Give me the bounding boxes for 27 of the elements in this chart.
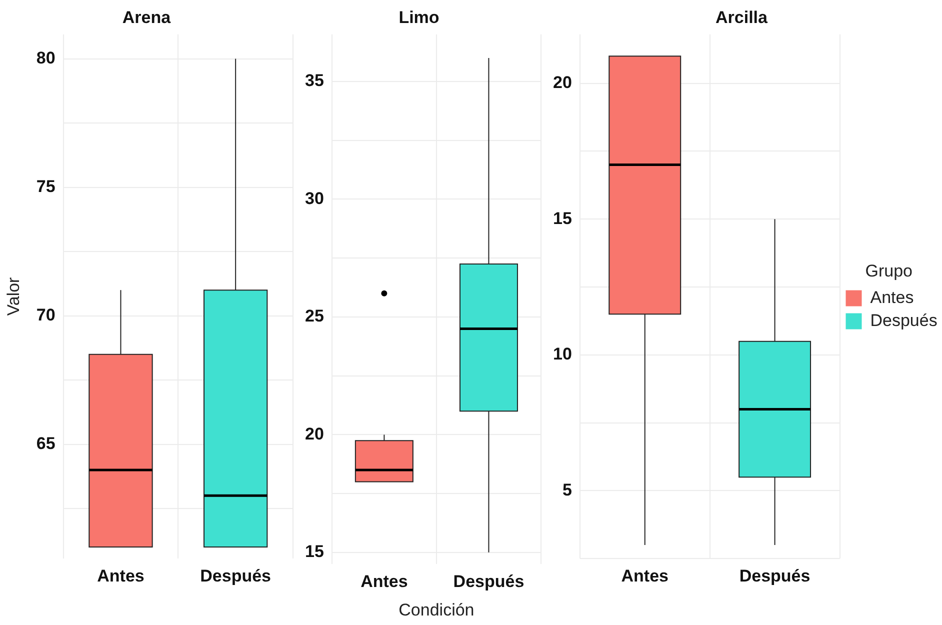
y-tick-label: 75 (36, 176, 56, 196)
legend-label: Antes (870, 288, 914, 307)
x-tick-label: Después (200, 566, 272, 586)
y-tick-label: 65 (36, 434, 56, 453)
legend-title: Grupo (865, 261, 912, 280)
x-axis-title: Condición (398, 600, 474, 620)
x-tick-label: Después (453, 572, 524, 592)
y-tick-label: 20 (552, 72, 572, 92)
y-tick-label: 15 (552, 208, 572, 228)
y-tick-label: 80 (36, 48, 56, 68)
y-tick-label: 70 (36, 305, 56, 324)
x-tick-label: Antes (97, 566, 144, 586)
y-tick-label: 30 (304, 188, 324, 208)
x-tick-label: Antes (621, 566, 668, 586)
y-axis-title: Valor (4, 276, 23, 316)
chart-title: Arena (122, 8, 172, 27)
y-tick-label: 10 (552, 344, 572, 364)
legend-label: Después (870, 310, 938, 330)
y-tick-label: 5 (562, 480, 572, 500)
y-tick-label: 20 (304, 424, 324, 444)
x-tick-label: Antes (360, 572, 408, 592)
chart-title: Limo (398, 8, 440, 27)
y-tick-label: 35 (304, 71, 324, 90)
x-tick-label: Después (739, 566, 810, 586)
y-tick-label: 15 (304, 542, 324, 562)
chart-title: Arcilla (716, 8, 768, 27)
y-tick-label: 25 (304, 306, 324, 326)
